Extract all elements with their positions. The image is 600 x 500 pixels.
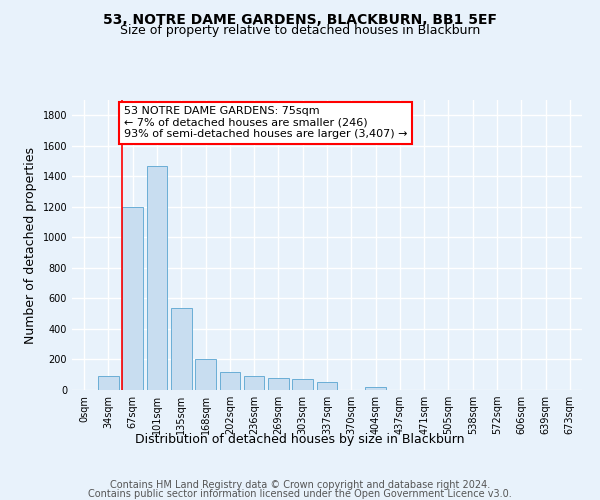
Bar [317,382,337,390]
Bar [244,376,265,390]
Bar [171,308,191,390]
Bar [365,387,386,390]
Bar [268,378,289,390]
Bar [122,207,143,390]
Bar [220,372,240,390]
Text: Contains public sector information licensed under the Open Government Licence v3: Contains public sector information licen… [88,489,512,499]
Text: 53 NOTRE DAME GARDENS: 75sqm
← 7% of detached houses are smaller (246)
93% of se: 53 NOTRE DAME GARDENS: 75sqm ← 7% of det… [124,106,407,140]
Text: Size of property relative to detached houses in Blackburn: Size of property relative to detached ho… [120,24,480,37]
Bar [98,376,119,390]
Text: Distribution of detached houses by size in Blackburn: Distribution of detached houses by size … [135,432,465,446]
Text: Contains HM Land Registry data © Crown copyright and database right 2024.: Contains HM Land Registry data © Crown c… [110,480,490,490]
Y-axis label: Number of detached properties: Number of detached properties [24,146,37,344]
Text: 53, NOTRE DAME GARDENS, BLACKBURN, BB1 5EF: 53, NOTRE DAME GARDENS, BLACKBURN, BB1 5… [103,12,497,26]
Bar [292,380,313,390]
Bar [195,360,216,390]
Bar [146,166,167,390]
